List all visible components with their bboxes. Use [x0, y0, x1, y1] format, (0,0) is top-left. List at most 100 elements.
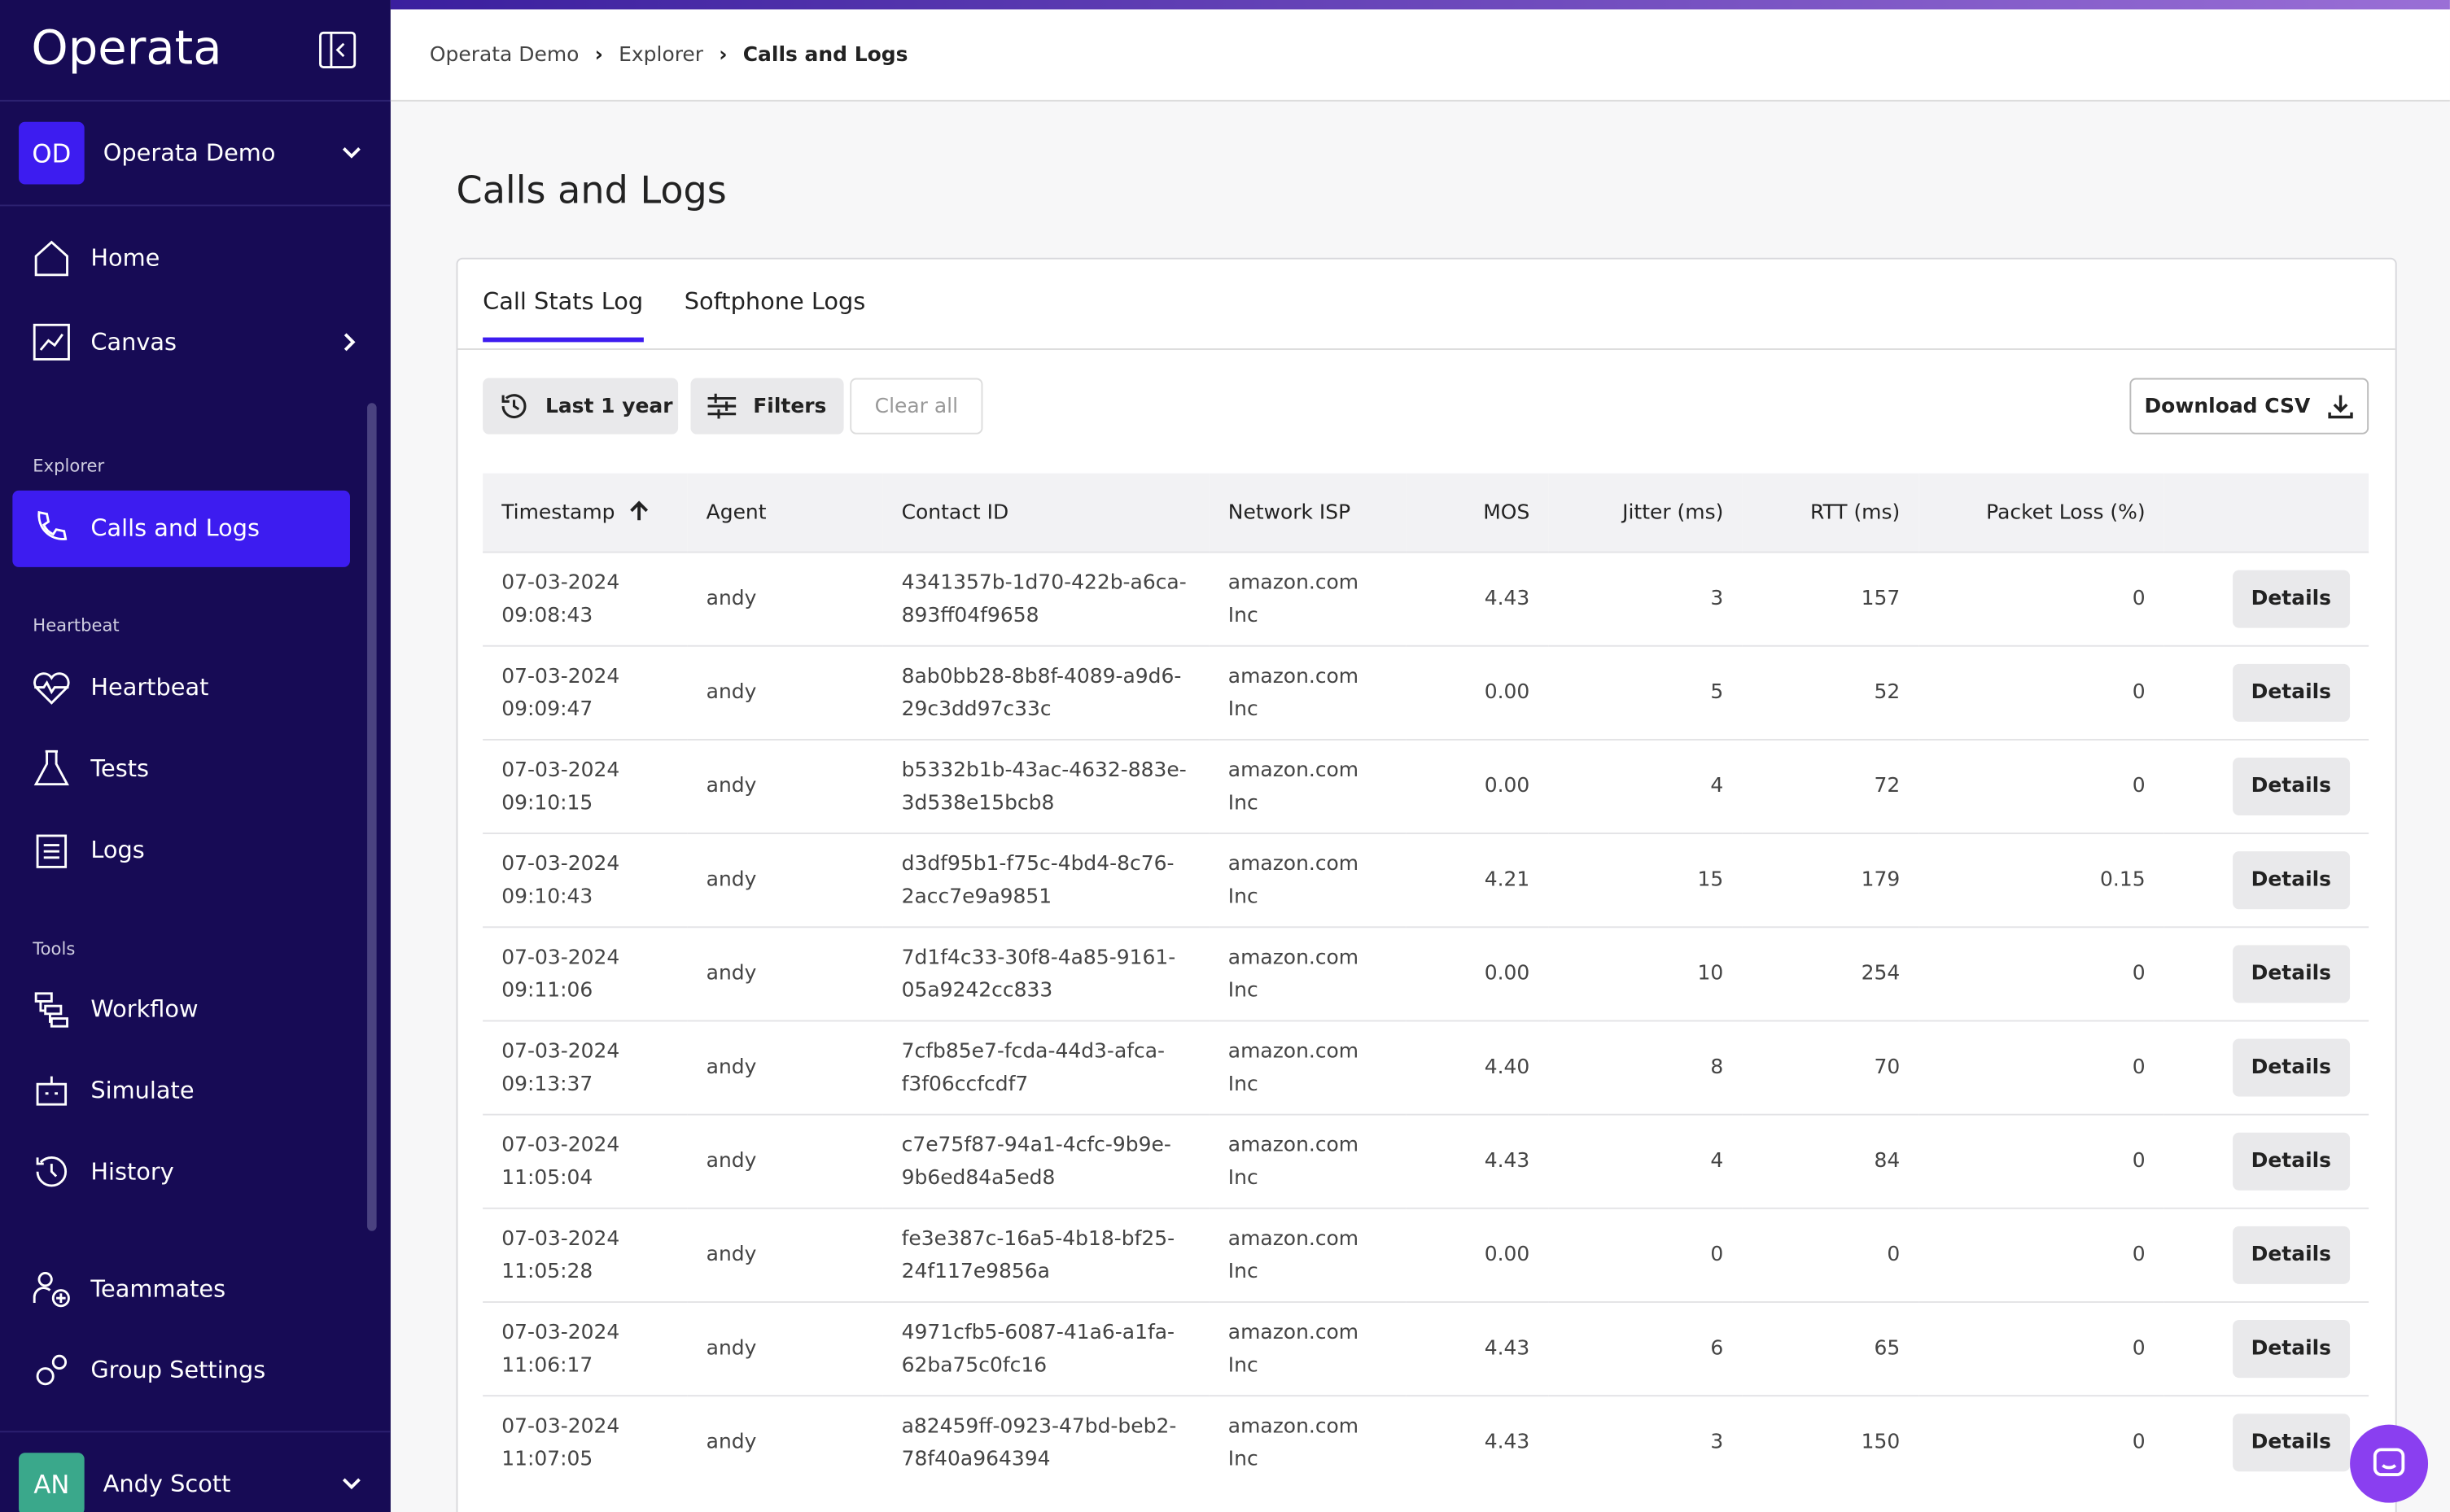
cell: 0.00: [1406, 1207, 1549, 1302]
cell: amazon.com Inc: [1209, 1020, 1407, 1115]
range-button[interactable]: Last 1 year: [483, 378, 679, 435]
details-button[interactable]: Details: [2232, 945, 2351, 1003]
cell: andy: [687, 926, 883, 1021]
column-header[interactable]: Contact ID: [882, 473, 1210, 553]
details-button[interactable]: Details: [2232, 663, 2351, 722]
org-switcher[interactable]: OD Operata Demo: [19, 121, 362, 185]
filters-button[interactable]: Filters: [690, 378, 844, 435]
label: Group Settings: [90, 1356, 266, 1384]
cell: 7d1f4c33-30f8-4a85-9161-05a9242cc833: [882, 926, 1210, 1021]
cell: amazon.com Inc: [1209, 1207, 1407, 1302]
breadcrumb-item[interactable]: Operata Demo: [429, 42, 580, 67]
nav-heartbeat[interactable]: Heartbeat: [31, 667, 208, 708]
cell: 0: [1918, 1020, 2164, 1115]
cell: 3: [1548, 551, 1743, 646]
icon: [2327, 395, 2352, 419]
cell: Details: [2163, 1020, 2369, 1115]
details-button[interactable]: Details: [2232, 1038, 2351, 1097]
column-header[interactable]: Agent: [687, 473, 883, 553]
column-header[interactable]: MOS: [1406, 473, 1549, 553]
table-row: 07-03-2024 11:05:28 andy fe3e387c-16a5-4b1…: [483, 1207, 2369, 1302]
clear-button[interactable]: Clear all: [850, 378, 983, 435]
chevron: [342, 147, 361, 159]
nav-logs[interactable]: Logs: [31, 829, 145, 870]
cell: 7cfb85e7-fcda-44d3-afca-f3f06ccfcdf7: [882, 1020, 1210, 1115]
cell: Details: [2163, 1395, 2369, 1489]
cell: 4.43: [1406, 1301, 1549, 1396]
nav-calls[interactable]: Calls and Logs: [31, 508, 260, 548]
cell: 4.21: [1406, 832, 1549, 928]
cell: 52: [1742, 645, 1919, 740]
label: Filters: [753, 394, 827, 418]
cell: amazon.com Inc: [1209, 551, 1407, 646]
details-button[interactable]: Details: [2232, 570, 2351, 628]
table-row: 07-03-2024 09:11:06 andy 7d1f4c33-30f8-4a8…: [483, 926, 2369, 1021]
nav-simulate[interactable]: Simulate: [31, 1070, 195, 1111]
header-row: Timestamp Agent Contact ID Network ISP MOS Ji…: [483, 473, 2369, 553]
cell: 0: [1918, 1301, 2164, 1396]
breadcrumb-item[interactable]: Calls and Logs: [742, 42, 908, 67]
column-header[interactable]: RTT (ms): [1742, 473, 1919, 553]
icon: [501, 394, 527, 419]
chat-button[interactable]: [2350, 1424, 2429, 1503]
cell: 07-03-2024 11:05:04: [483, 1113, 688, 1208]
icon: [36, 1076, 68, 1106]
details-button[interactable]: Details: [2232, 1226, 2351, 1284]
cell: b5332b1b-43ac-4632-883e-3d538e15bcb8: [882, 738, 1210, 834]
user-name: Andy Scott: [103, 1470, 231, 1498]
details-button[interactable]: Details: [2232, 1132, 2351, 1191]
nav-teammates[interactable]: Teammates: [31, 1269, 225, 1309]
cell: fe3e387c-16a5-4b18-bf25-24f117e9856a: [882, 1207, 1210, 1302]
column-header[interactable]: Network ISP: [1209, 473, 1407, 553]
cell: 6: [1548, 1301, 1743, 1396]
cell: 07-03-2024 09:13:37: [483, 1020, 688, 1115]
column-header[interactable]: Jitter (ms): [1548, 473, 1743, 553]
cell: 0: [1742, 1207, 1919, 1302]
cell: 4.43: [1406, 1395, 1549, 1489]
nav-group-settings[interactable]: Group Settings: [31, 1350, 265, 1391]
tab[interactable]: Softphone Logs: [684, 287, 866, 316]
header-label: Agent: [706, 500, 767, 525]
table-row: 07-03-2024 09:09:47 andy 8ab0bb28-8b8f-408…: [483, 645, 2369, 740]
header-label: Network ISP: [1227, 500, 1351, 525]
details-button[interactable]: Details: [2232, 1414, 2351, 1472]
cell: 8: [1548, 1020, 1743, 1115]
divider: [0, 1431, 391, 1433]
cell: 179: [1742, 832, 1919, 928]
icon: [36, 834, 68, 868]
download-button[interactable]: Download CSV: [2129, 378, 2369, 435]
cell: amazon.com Inc: [1209, 926, 1407, 1021]
column-header[interactable]: Timestamp: [483, 473, 688, 553]
top-gradient: [390, 0, 2450, 10]
cell: 0: [1918, 1395, 2164, 1489]
cell: d3df95b1-f75c-4bd4-8c76-2acc7e9a9851: [882, 832, 1210, 928]
collapse-icon[interactable]: [319, 31, 357, 68]
nav-history[interactable]: History: [31, 1151, 174, 1192]
label: Workflow: [90, 994, 199, 1024]
tab-active[interactable]: Call Stats Log: [483, 287, 644, 343]
details-button[interactable]: Details: [2232, 1320, 2351, 1379]
details-button[interactable]: Details: [2232, 851, 2351, 910]
user-avatar: AN: [19, 1453, 85, 1512]
user-menu[interactable]: AN Andy Scott: [19, 1453, 362, 1512]
nav-canvas[interactable]: Canvas: [31, 321, 359, 362]
cell: 07-03-2024 11:05:28: [483, 1207, 688, 1302]
column-header: [2163, 473, 2369, 553]
table-row: 07-03-2024 11:06:17 andy 4971cfb5-6087-41a…: [483, 1301, 2369, 1396]
column-header[interactable]: Packet Loss (%): [1918, 473, 2164, 553]
nav-workflow[interactable]: Workflow: [31, 989, 199, 1029]
label: Simulate: [90, 1076, 195, 1105]
label: Logs: [90, 835, 145, 864]
cell: andy: [687, 551, 883, 646]
table-row: 07-03-2024 09:10:43 andy d3df95b1-f75c-4bd…: [483, 832, 2369, 928]
nav-home[interactable]: Home: [31, 238, 160, 278]
header-label: MOS: [1483, 500, 1530, 525]
section-label: Explorer: [33, 456, 105, 477]
icon: [37, 510, 68, 540]
breadcrumb-item[interactable]: Explorer: [619, 42, 704, 67]
nav-tests[interactable]: Tests: [31, 748, 149, 789]
cell: 10: [1548, 926, 1743, 1021]
details-button[interactable]: Details: [2232, 758, 2351, 816]
logo: Operata: [31, 21, 222, 77]
